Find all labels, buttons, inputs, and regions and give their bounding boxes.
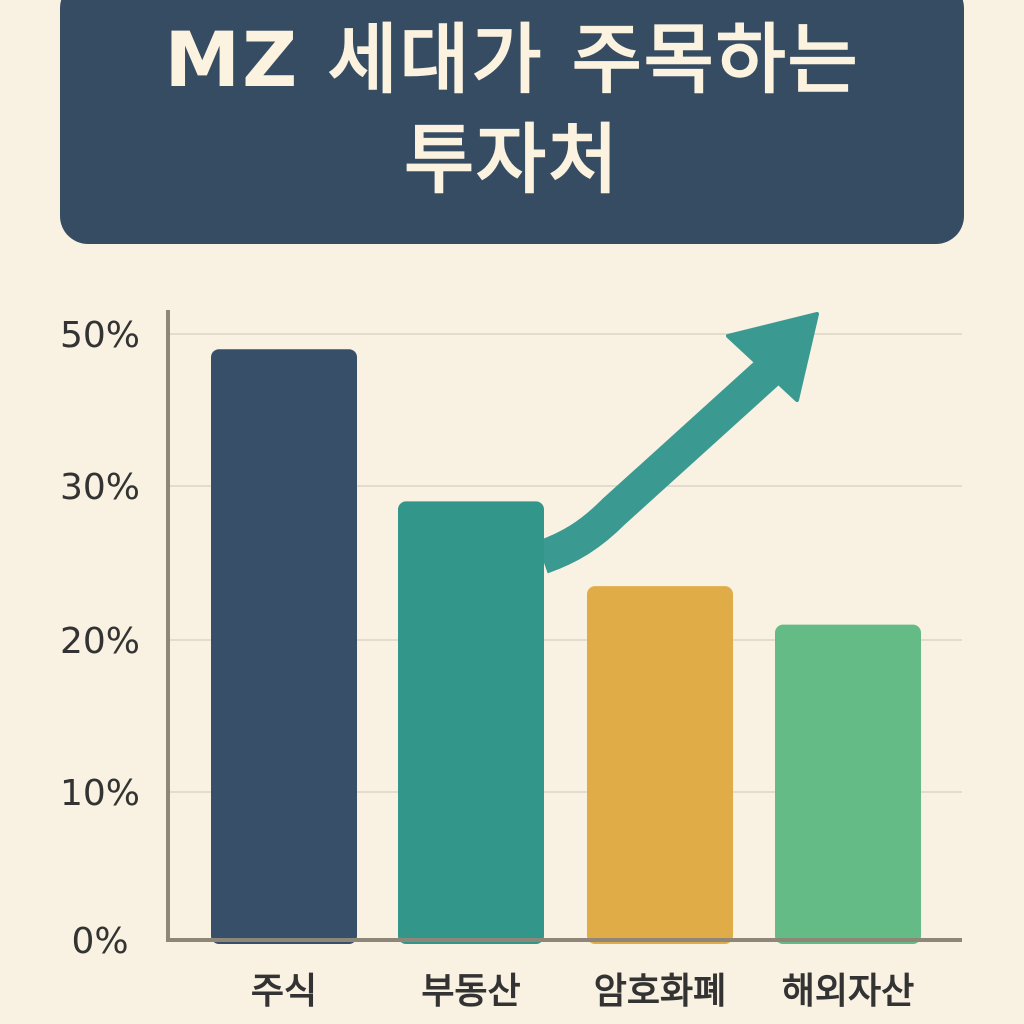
- bar-2: [398, 501, 544, 944]
- trend-arrow-shaft: [536, 359, 780, 574]
- y-tick-label-10: 10%: [60, 773, 140, 814]
- title-line-1: MZ 세대가 주목하는: [164, 15, 860, 104]
- bar-1: [211, 349, 357, 944]
- title-line-2: 투자처: [404, 115, 620, 204]
- y-tick-label-0: 0%: [71, 921, 128, 962]
- bar-3: [587, 586, 733, 944]
- x-category-label-4: 해외자산: [782, 971, 914, 1012]
- y-tick-label-20: 20%: [60, 621, 140, 662]
- x-category-label-2: 부동산: [421, 971, 520, 1012]
- y-tick-label-30: 30%: [60, 467, 140, 508]
- bar-4: [775, 624, 921, 944]
- trend-arrow-head: [726, 312, 819, 402]
- title-banner: MZ 세대가 주목하는 투자처: [60, 0, 964, 244]
- x-category-label-1: 주식: [251, 971, 317, 1012]
- x-category-label-3: 암호화폐: [594, 971, 726, 1012]
- y-tick-label-50: 50%: [60, 315, 140, 356]
